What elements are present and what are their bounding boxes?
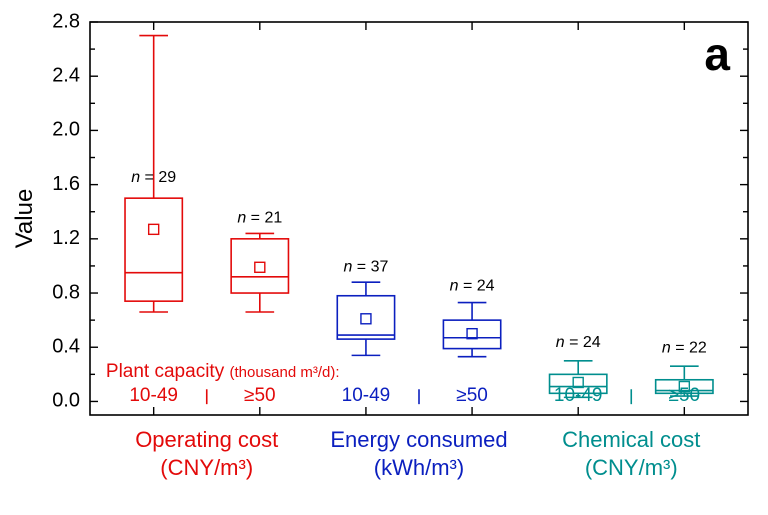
svg-text:10-49: 10-49 bbox=[342, 385, 391, 406]
svg-text:≥50: ≥50 bbox=[244, 385, 276, 406]
svg-text:n = 37: n = 37 bbox=[343, 258, 388, 275]
svg-text:n = 24: n = 24 bbox=[450, 277, 495, 294]
box-2: n = 37 bbox=[337, 258, 394, 355]
svg-text:(CNY/m³): (CNY/m³) bbox=[160, 455, 253, 480]
svg-text:1.6: 1.6 bbox=[52, 173, 80, 195]
svg-text:0.4: 0.4 bbox=[52, 336, 80, 358]
box-0: n = 29 bbox=[125, 36, 182, 312]
chart-container: 0.0 0.4 0.8 1.2 1.6 2.0 2.4 2.8 Value 10-49 ≥50 10-… bbox=[0, 0, 768, 515]
y-axis: 0.0 0.4 0.8 1.2 1.6 2.0 2.4 2.8 Value bbox=[11, 10, 748, 411]
svg-text:2.8: 2.8 bbox=[52, 10, 80, 32]
panel-label: a bbox=[704, 28, 730, 80]
box-3: n = 24 bbox=[443, 277, 500, 356]
svg-text:10-49: 10-49 bbox=[129, 385, 178, 406]
svg-text:n = 24: n = 24 bbox=[556, 334, 601, 351]
svg-text:Energy consumed: Energy consumed bbox=[330, 427, 507, 452]
svg-text:0.8: 0.8 bbox=[52, 281, 80, 303]
svg-text:0.0: 0.0 bbox=[52, 390, 80, 412]
boxplot-svg: 0.0 0.4 0.8 1.2 1.6 2.0 2.4 2.8 Value 10-49 ≥50 10-… bbox=[0, 0, 768, 515]
svg-text:n = 21: n = 21 bbox=[237, 210, 282, 227]
svg-text:Value: Value bbox=[11, 189, 38, 249]
svg-text:Chemical cost: Chemical cost bbox=[562, 427, 700, 452]
svg-text:n = 29: n = 29 bbox=[131, 169, 176, 186]
svg-text:2.4: 2.4 bbox=[52, 64, 80, 86]
box-1: n = 21 bbox=[231, 210, 288, 312]
capacity-note: Plant capacity (thousand m³/d): bbox=[106, 361, 340, 382]
svg-text:2.0: 2.0 bbox=[52, 119, 80, 141]
svg-text:(CNY/m³): (CNY/m³) bbox=[585, 455, 678, 480]
x-axis: 10-49≥5010-49≥5010-49≥50Operating cost(C… bbox=[129, 22, 700, 480]
svg-text:Operating cost: Operating cost bbox=[135, 427, 278, 452]
svg-text:1.2: 1.2 bbox=[52, 227, 80, 249]
svg-text:n = 22: n = 22 bbox=[662, 340, 707, 357]
svg-text:(kWh/m³): (kWh/m³) bbox=[374, 455, 464, 480]
svg-text:≥50: ≥50 bbox=[456, 385, 488, 406]
